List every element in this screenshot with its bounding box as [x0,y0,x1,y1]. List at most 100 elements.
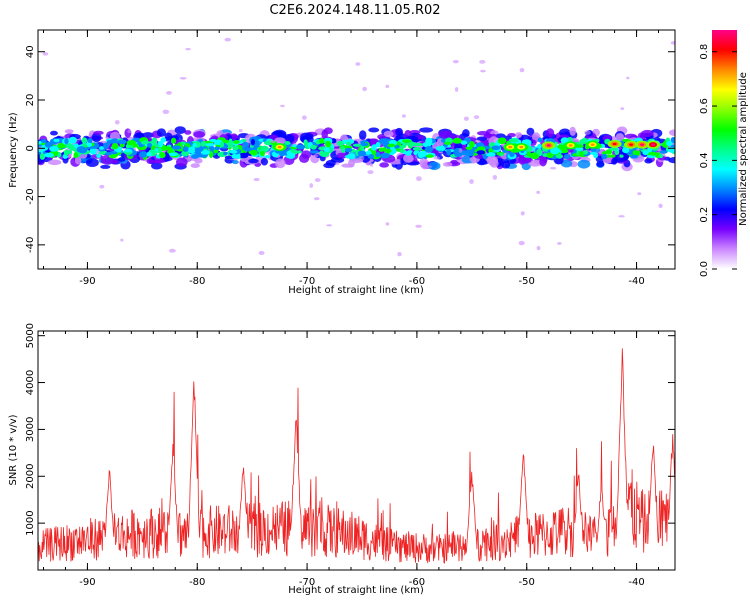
heatmap-cell [375,141,381,148]
heatmap-cell [150,145,156,151]
heatmap-cell [319,150,324,155]
heatmap-cell [319,155,326,162]
colorbar-tick-label: 0.4 [699,152,710,168]
heatmap-cell [303,139,308,146]
heatmap-cell [246,147,253,151]
heatmap-peak [568,144,573,147]
heatmap-cell [190,163,200,168]
heatmap-cell [309,150,319,154]
spectrogram-y-tick-label: 40 [25,45,36,58]
heatmap-cell [419,158,429,166]
heatmap-cell [362,86,367,92]
heatmap-cell [402,141,407,148]
heatmap-cell [197,154,208,158]
spectrogram-xlabel: Height of straight line (km) [288,285,424,296]
snr-xlabel: Height of straight line (km) [288,585,424,596]
heatmap-cell [182,146,189,152]
heatmap-cell [486,155,499,166]
heatmap-cell [253,177,260,182]
heatmap-cell [378,147,384,152]
spectrogram-x-tick-label: -50 [519,276,535,287]
colorbar: 0.0 0.2 0.4 0.6 0.8 Normalized spectral ampl… [699,30,749,277]
heatmap-cell [375,151,381,158]
heatmap-cell [536,148,543,156]
heatmap-cell [63,149,69,156]
heatmap-cell [536,245,541,251]
heatmap-cell [642,150,649,156]
heatmap-cell [659,150,668,154]
heatmap-cell [248,158,259,164]
heatmap-cell [387,143,396,148]
heatmap-cell [542,153,548,157]
heatmap-cell [460,140,468,145]
spectrogram-x-tick-label: -60 [409,276,425,287]
heatmap-cell [192,142,198,148]
heatmap-cell [106,139,112,145]
heatmap-cell [367,170,374,175]
heatmap-cell [44,141,54,148]
heatmap-cell [111,142,119,150]
heatmap-cell [416,176,422,182]
heatmap-cell [117,139,127,145]
heatmap-cell [417,151,424,159]
heatmap-cell [193,131,205,138]
heatmap-cell [518,240,525,246]
snr-panel: -90 -80 -70 -60 -50 -40 1000 2000 3000 4000 5000 H… [8,323,676,596]
heatmap-cell [335,161,340,166]
heatmap-cell [575,144,584,148]
spectrogram-y-tick-label: 20 [25,94,36,107]
heatmap-cell [260,150,266,157]
spectrogram-x-tick-label: -70 [299,276,315,287]
heatmap-cell [462,129,470,137]
heatmap-cell [352,143,362,147]
colorbar-tick-label: 0.2 [699,207,710,223]
spectrogram-x-tick-label: -90 [79,276,95,287]
heatmap-cell [283,133,295,144]
heatmap-cell [313,197,320,201]
heatmap-cell [223,151,228,156]
colorbar-tick-label: 0.6 [699,98,710,114]
heatmap-cell [468,141,475,148]
heatmap-cell [44,152,55,158]
snr-y-tick-label: 2000 [25,464,36,489]
heatmap-cell [465,146,473,150]
heatmap-cell [85,158,99,168]
heatmap-cell [454,151,463,157]
heatmap-peak [640,143,645,146]
heatmap-cell [100,164,111,169]
heatmap-cell [64,137,69,145]
heatmap-cell [518,155,526,165]
heatmap-cell [424,145,434,153]
snr-y-tick-label: 3000 [25,417,36,442]
heatmap-cell [81,137,88,144]
heatmap-cell [446,148,452,156]
heatmap-cell [536,190,540,194]
heatmap-cell [495,133,506,139]
heatmap-cell [520,211,525,216]
heatmap-cell [497,137,507,145]
heatmap-cell [644,158,653,164]
heatmap-cell [89,147,98,155]
heatmap-cell [473,115,480,120]
spectrogram-y-tick-label: 0 [25,145,36,151]
heatmap-cell [185,47,191,51]
heatmap-cell [151,162,163,170]
heatmap-cell [286,152,296,159]
heatmap-cell [117,157,126,162]
heatmap-cell [159,152,166,159]
heatmap-cell [346,141,352,146]
spectrogram-heatmap [38,37,675,257]
heatmap-cell [238,152,249,159]
colorbar-label: Normalized spectral amplitude [738,72,749,226]
heatmap-cell [250,139,256,146]
spectrogram-frame [37,29,676,270]
heatmap-peak [546,144,551,147]
heatmap-cell [491,145,501,151]
heatmap-cell [550,147,560,155]
snr-x-tick-label: -50 [519,577,535,588]
heatmap-cell [170,137,177,144]
heatmap-cell [555,153,563,159]
heatmap-peak [277,145,282,149]
heatmap-cell [205,143,215,147]
heatmap-cell [238,129,243,133]
